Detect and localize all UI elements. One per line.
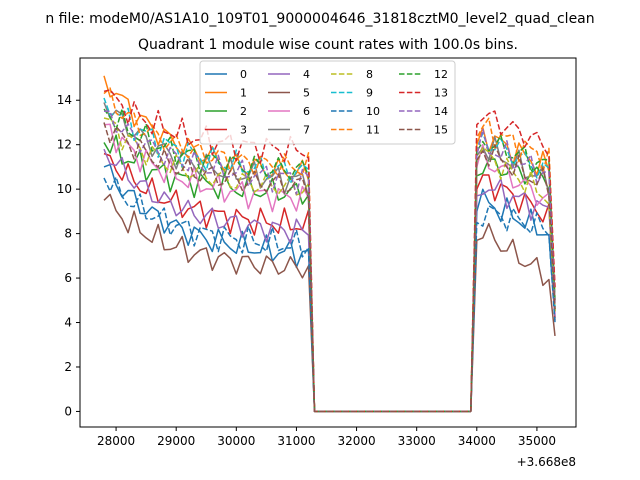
x-tick-label: 31000 <box>277 434 315 448</box>
legend-label-1: 1 <box>240 87 247 100</box>
series-line-15 <box>103 122 556 413</box>
legend-label-9: 9 <box>366 87 373 100</box>
series-line-0 <box>103 163 556 413</box>
legend-box <box>199 60 456 145</box>
legend-label-5: 5 <box>303 87 310 100</box>
x-tick-label: 29000 <box>157 434 195 448</box>
legend-label-0: 0 <box>240 68 247 81</box>
legend-label-2: 2 <box>240 105 247 118</box>
legend-label-6: 6 <box>303 105 310 118</box>
y-tick-label: 12 <box>57 138 72 152</box>
y-tick-label: 14 <box>57 93 72 107</box>
series-lines <box>103 75 556 413</box>
y-tick-label: 10 <box>57 182 72 196</box>
x-tick-label: 28000 <box>97 434 135 448</box>
chart-suptitle: n file: modeM0/AS1A10_109T01_9000004646_… <box>45 11 594 27</box>
x-tick-label: 30000 <box>217 434 255 448</box>
series-line-3 <box>103 152 556 413</box>
series-line-2 <box>103 134 556 413</box>
legend-label-10: 10 <box>366 105 380 118</box>
series-line-5 <box>103 193 556 413</box>
x-axis: 28000 29000 30000 31000 32000 33000 34000 35000 <box>97 427 556 448</box>
legend-label-15: 15 <box>434 124 448 137</box>
legend-label-14: 14 <box>434 105 448 118</box>
legend-label-3: 3 <box>240 124 247 137</box>
y-tick-label: 2 <box>64 360 72 374</box>
x-tick-label: 35000 <box>518 434 556 448</box>
series-line-4 <box>103 148 556 413</box>
plot-frame <box>79 57 577 428</box>
legend-label-11: 11 <box>366 124 380 137</box>
x-tick-label: 33000 <box>398 434 436 448</box>
y-tick-label: 0 <box>64 404 72 418</box>
x-offset-label: +3.668e8 <box>517 455 576 469</box>
legend-label-12: 12 <box>434 68 448 81</box>
series-line-14 <box>104 110 556 413</box>
legend-label-8: 8 <box>366 68 373 81</box>
y-tick-label: 8 <box>64 227 72 241</box>
legend-label-7: 7 <box>303 124 310 137</box>
series-line-7 <box>103 102 556 413</box>
legend-label-4: 4 <box>303 68 310 81</box>
series-line-10 <box>103 176 556 413</box>
legend-label-13: 13 <box>434 87 448 100</box>
y-axis: 0 2 4 6 8 10 12 14 <box>57 93 80 418</box>
x-tick-label: 34000 <box>458 434 496 448</box>
y-tick-label: 4 <box>64 316 72 330</box>
x-tick-label: 32000 <box>337 434 375 448</box>
series-line-1 <box>103 75 556 413</box>
y-tick-label: 6 <box>64 271 72 285</box>
chart-title: Quadrant 1 module wise count rates with … <box>138 37 518 53</box>
series-line-12 <box>103 108 556 413</box>
